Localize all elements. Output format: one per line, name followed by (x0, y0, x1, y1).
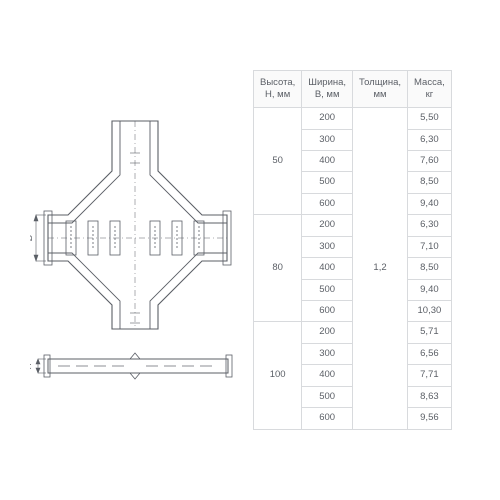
page-container: B (30, 70, 470, 429)
cell-mass: 9,40 (408, 279, 452, 300)
col-thickness: Толщина, мм (353, 71, 408, 108)
cell-height: 100 (254, 322, 302, 429)
cell-width: 500 (302, 279, 353, 300)
col-height: Высота, H, мм (254, 71, 302, 108)
cell-mass: 5,71 (408, 322, 452, 343)
spec-table: Высота, H, мм Ширина, B, мм Толщина, мм … (253, 70, 452, 429)
cell-width: 400 (302, 258, 353, 279)
cell-thickness: 1,2 (353, 108, 408, 430)
cell-width: 600 (302, 301, 353, 322)
top-view-drawing: B (30, 113, 235, 333)
cell-width: 400 (302, 365, 353, 386)
cell-mass: 10,30 (408, 301, 452, 322)
table-row: 802006,30 (254, 215, 452, 236)
cell-mass: 6,30 (408, 129, 452, 150)
cell-mass: 8,50 (408, 172, 452, 193)
spec-table-header: Высота, H, мм Ширина, B, мм Толщина, мм … (254, 71, 452, 108)
cell-mass: 9,56 (408, 408, 452, 429)
cell-mass: 6,30 (408, 215, 452, 236)
cell-width: 600 (302, 193, 353, 214)
spec-table-body: 502001,25,503006,304007,605008,506009,40… (254, 108, 452, 430)
cell-width: 200 (302, 215, 353, 236)
cell-height: 80 (254, 215, 302, 322)
cell-width: 300 (302, 343, 353, 364)
cell-mass: 6,56 (408, 343, 452, 364)
cell-mass: 5,50 (408, 108, 452, 129)
col-mass: Масса, кг (408, 71, 452, 108)
cell-mass: 8,63 (408, 386, 452, 407)
cell-width: 300 (302, 129, 353, 150)
cell-mass: 8,50 (408, 258, 452, 279)
table-row: 1002005,71 (254, 322, 452, 343)
cell-width: 400 (302, 150, 353, 171)
cell-width: 200 (302, 108, 353, 129)
cell-width: 200 (302, 322, 353, 343)
cell-width: 500 (302, 172, 353, 193)
cell-mass: 7,10 (408, 236, 452, 257)
cell-height: 50 (254, 108, 302, 215)
cell-mass: 9,40 (408, 193, 452, 214)
dimension-b-label: B (30, 235, 34, 241)
cell-width: 500 (302, 386, 353, 407)
dimension-h-label: H (30, 363, 33, 369)
table-row: 502001,25,50 (254, 108, 452, 129)
cell-width: 300 (302, 236, 353, 257)
cell-mass: 7,71 (408, 365, 452, 386)
cell-mass: 7,60 (408, 150, 452, 171)
side-view-drawing: H (30, 345, 235, 387)
technical-drawing-area: B (30, 113, 235, 387)
cell-width: 600 (302, 408, 353, 429)
col-width: Ширина, B, мм (302, 71, 353, 108)
